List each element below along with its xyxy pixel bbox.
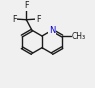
Text: N: N (49, 26, 55, 35)
Text: F: F (24, 1, 29, 10)
Text: F: F (36, 15, 40, 24)
Text: F: F (12, 15, 17, 24)
Text: CH₃: CH₃ (72, 32, 86, 40)
